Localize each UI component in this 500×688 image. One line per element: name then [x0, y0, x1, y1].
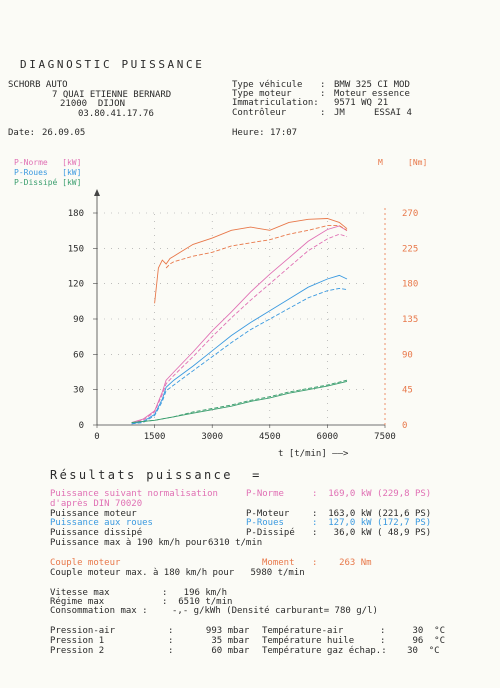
- colon: :: [320, 80, 326, 90]
- vehicle-type-value: BMW 325 CI MOD: [334, 80, 410, 90]
- x-tick-label: 3000: [201, 432, 223, 442]
- legend-p-norme: P-Norme [kW]: [14, 158, 82, 167]
- controller-value: JM: [334, 108, 345, 118]
- date-value: 26.09.05: [42, 128, 86, 138]
- result-value: : 36,0 kW ( 48,9 PS): [312, 528, 432, 539]
- series-line-moment-dashed: [165, 225, 348, 269]
- y-right-tick-label: 0: [402, 421, 407, 431]
- page-title: DIAGNOSTIC PUISSANCE: [20, 58, 205, 71]
- engine-type-value: Moteur essence: [334, 89, 410, 99]
- y-left-tick-label: 120: [68, 280, 84, 290]
- x-tick-label: 0: [94, 432, 99, 442]
- series-line-p-dissip-dashed: [131, 379, 348, 424]
- y-right-tick-label: 180: [402, 280, 418, 290]
- y-right-tick-label: 270: [402, 209, 418, 219]
- y-left-tick-label: 0: [79, 421, 84, 431]
- registration-label: Immatriculation:: [232, 98, 319, 108]
- series-line-moment: [154, 218, 348, 304]
- speed-label: Vitesse max: [50, 588, 110, 598]
- y-left-tick-label: 150: [68, 244, 84, 254]
- vehicle-type-label: Type véhicule: [232, 80, 303, 90]
- chart-axes: [94, 189, 386, 426]
- y-right-tick-label: 225: [402, 244, 418, 254]
- torque-key: Moment: [262, 558, 295, 568]
- result-label: Puissance dissipé: [50, 528, 143, 539]
- pressure-label: Pression-air: [50, 626, 116, 636]
- consumption-label: Consommation max :: [50, 606, 148, 616]
- pressure-value: : 60 mbar: [168, 646, 250, 656]
- legend-torque-unit: [Nm]: [408, 158, 428, 167]
- temperature-label: Température huile: [262, 636, 355, 646]
- controller-label: Contrôleur: [232, 108, 287, 118]
- result-value: : 169,0 kW (229,8 PS): [312, 489, 432, 499]
- y-right-tick-label: 45: [402, 386, 413, 396]
- chart-grid: [97, 212, 365, 425]
- rpm-label: Régime max: [50, 597, 105, 607]
- series-line-p-norme-dashed: [131, 233, 348, 424]
- legend-p-roues: P-Roues [kW]: [14, 168, 82, 177]
- result-label: d'après DIN 70020: [50, 498, 143, 509]
- date-label: Date:: [8, 128, 36, 138]
- company-phone: 03.80.41.17.76: [78, 109, 154, 119]
- temperature-value: : 30 °C: [380, 626, 446, 636]
- y-left-tick-label: 180: [68, 209, 84, 219]
- temperature-label: Température gaz échap.:: [262, 646, 387, 656]
- x-tick-label: 7500: [374, 432, 396, 442]
- chart-lines: [131, 218, 348, 425]
- y-left-tick-label: 90: [73, 315, 84, 325]
- colon: :: [320, 89, 326, 99]
- legend-torque: M: [378, 158, 383, 167]
- series-line-p-norme: [131, 225, 348, 424]
- result-label: Puissance suivant normalisation: [50, 489, 218, 499]
- results-title: Résultats puissance =: [50, 468, 262, 482]
- speed-value: : 196 km/h: [162, 588, 228, 598]
- pressure-label: Pression 1: [50, 636, 105, 646]
- test-number: ESSAI 4: [374, 108, 412, 118]
- y-left-tick-label: 60: [73, 350, 84, 360]
- rpm-value: : 6510 t/min: [162, 597, 233, 607]
- company-name: SCHORB AUTO: [8, 80, 68, 90]
- torque-value: : 263 Nm: [312, 558, 372, 568]
- temperature-value: 30 °C: [380, 646, 440, 656]
- torque-max: Couple moteur max. à 180 km/h pour 5980 …: [50, 568, 305, 578]
- legend-p-dissipe: P-Dissipé [kW]: [14, 178, 82, 187]
- result-value: : 127,0 kW (172,7 PS): [312, 518, 432, 529]
- temperature-label: Température-air: [262, 626, 344, 636]
- result-label: Puissance max à 190 km/h pour: [50, 538, 208, 548]
- x-tick-label: 4500: [259, 432, 281, 442]
- y-left-tick-label: 30: [73, 386, 84, 396]
- pressure-label: Pression 2: [50, 646, 105, 656]
- result-key: P-Norme: [246, 489, 284, 499]
- consumption-value: -,- g/kWh (Densité carburant= 780 g/l): [172, 606, 378, 616]
- pressure-value: : 993 mbar: [168, 626, 250, 636]
- result-value: : 163,0 kW (221,6 PS): [312, 508, 432, 519]
- result-label: Puissance aux roues: [50, 518, 153, 529]
- x-axis-label: t [t/min] ——>: [278, 449, 349, 459]
- torque-label: Couple moteur: [50, 558, 121, 568]
- series-line-p-roues: [131, 274, 348, 425]
- company-address-city: 21000 DIJON: [60, 99, 126, 109]
- result-key: P-Moteur: [246, 508, 290, 519]
- result-key: 6310 t/min: [208, 538, 263, 548]
- y-axis-arrow: [94, 189, 100, 196]
- y-right-tick-label: 135: [402, 315, 418, 325]
- series-line-p-roues-dashed: [131, 287, 348, 425]
- y-right-tick-label: 90: [402, 350, 413, 360]
- registration-value: 9571 WQ 21: [334, 98, 389, 108]
- power-chart: 0 30 60 90 120 150 180 0 45 90 135 180 225 270 0 1500 30…: [68, 189, 419, 459]
- temperature-value: : 96 °C: [380, 636, 446, 646]
- x-tick-label: 1500: [144, 432, 166, 442]
- result-label: Puissance moteur: [50, 508, 137, 519]
- result-key: P-Roues: [246, 518, 284, 529]
- time-value: 17:07: [270, 128, 298, 138]
- engine-type-label: Type moteur: [232, 89, 292, 99]
- time-label: Heure:: [232, 128, 265, 138]
- x-tick-label: 6000: [317, 432, 339, 442]
- company-address-street: 7 QUAI ETIENNE BERNARD: [52, 90, 172, 100]
- colon: :: [320, 108, 326, 118]
- result-key: P-Dissipé: [246, 528, 295, 539]
- pressure-value: : 35 mbar: [168, 636, 250, 646]
- chart-ticks: 0 30 60 90 120 150 180 0 45 90 135 180 225 270 0 1500 30…: [68, 209, 419, 442]
